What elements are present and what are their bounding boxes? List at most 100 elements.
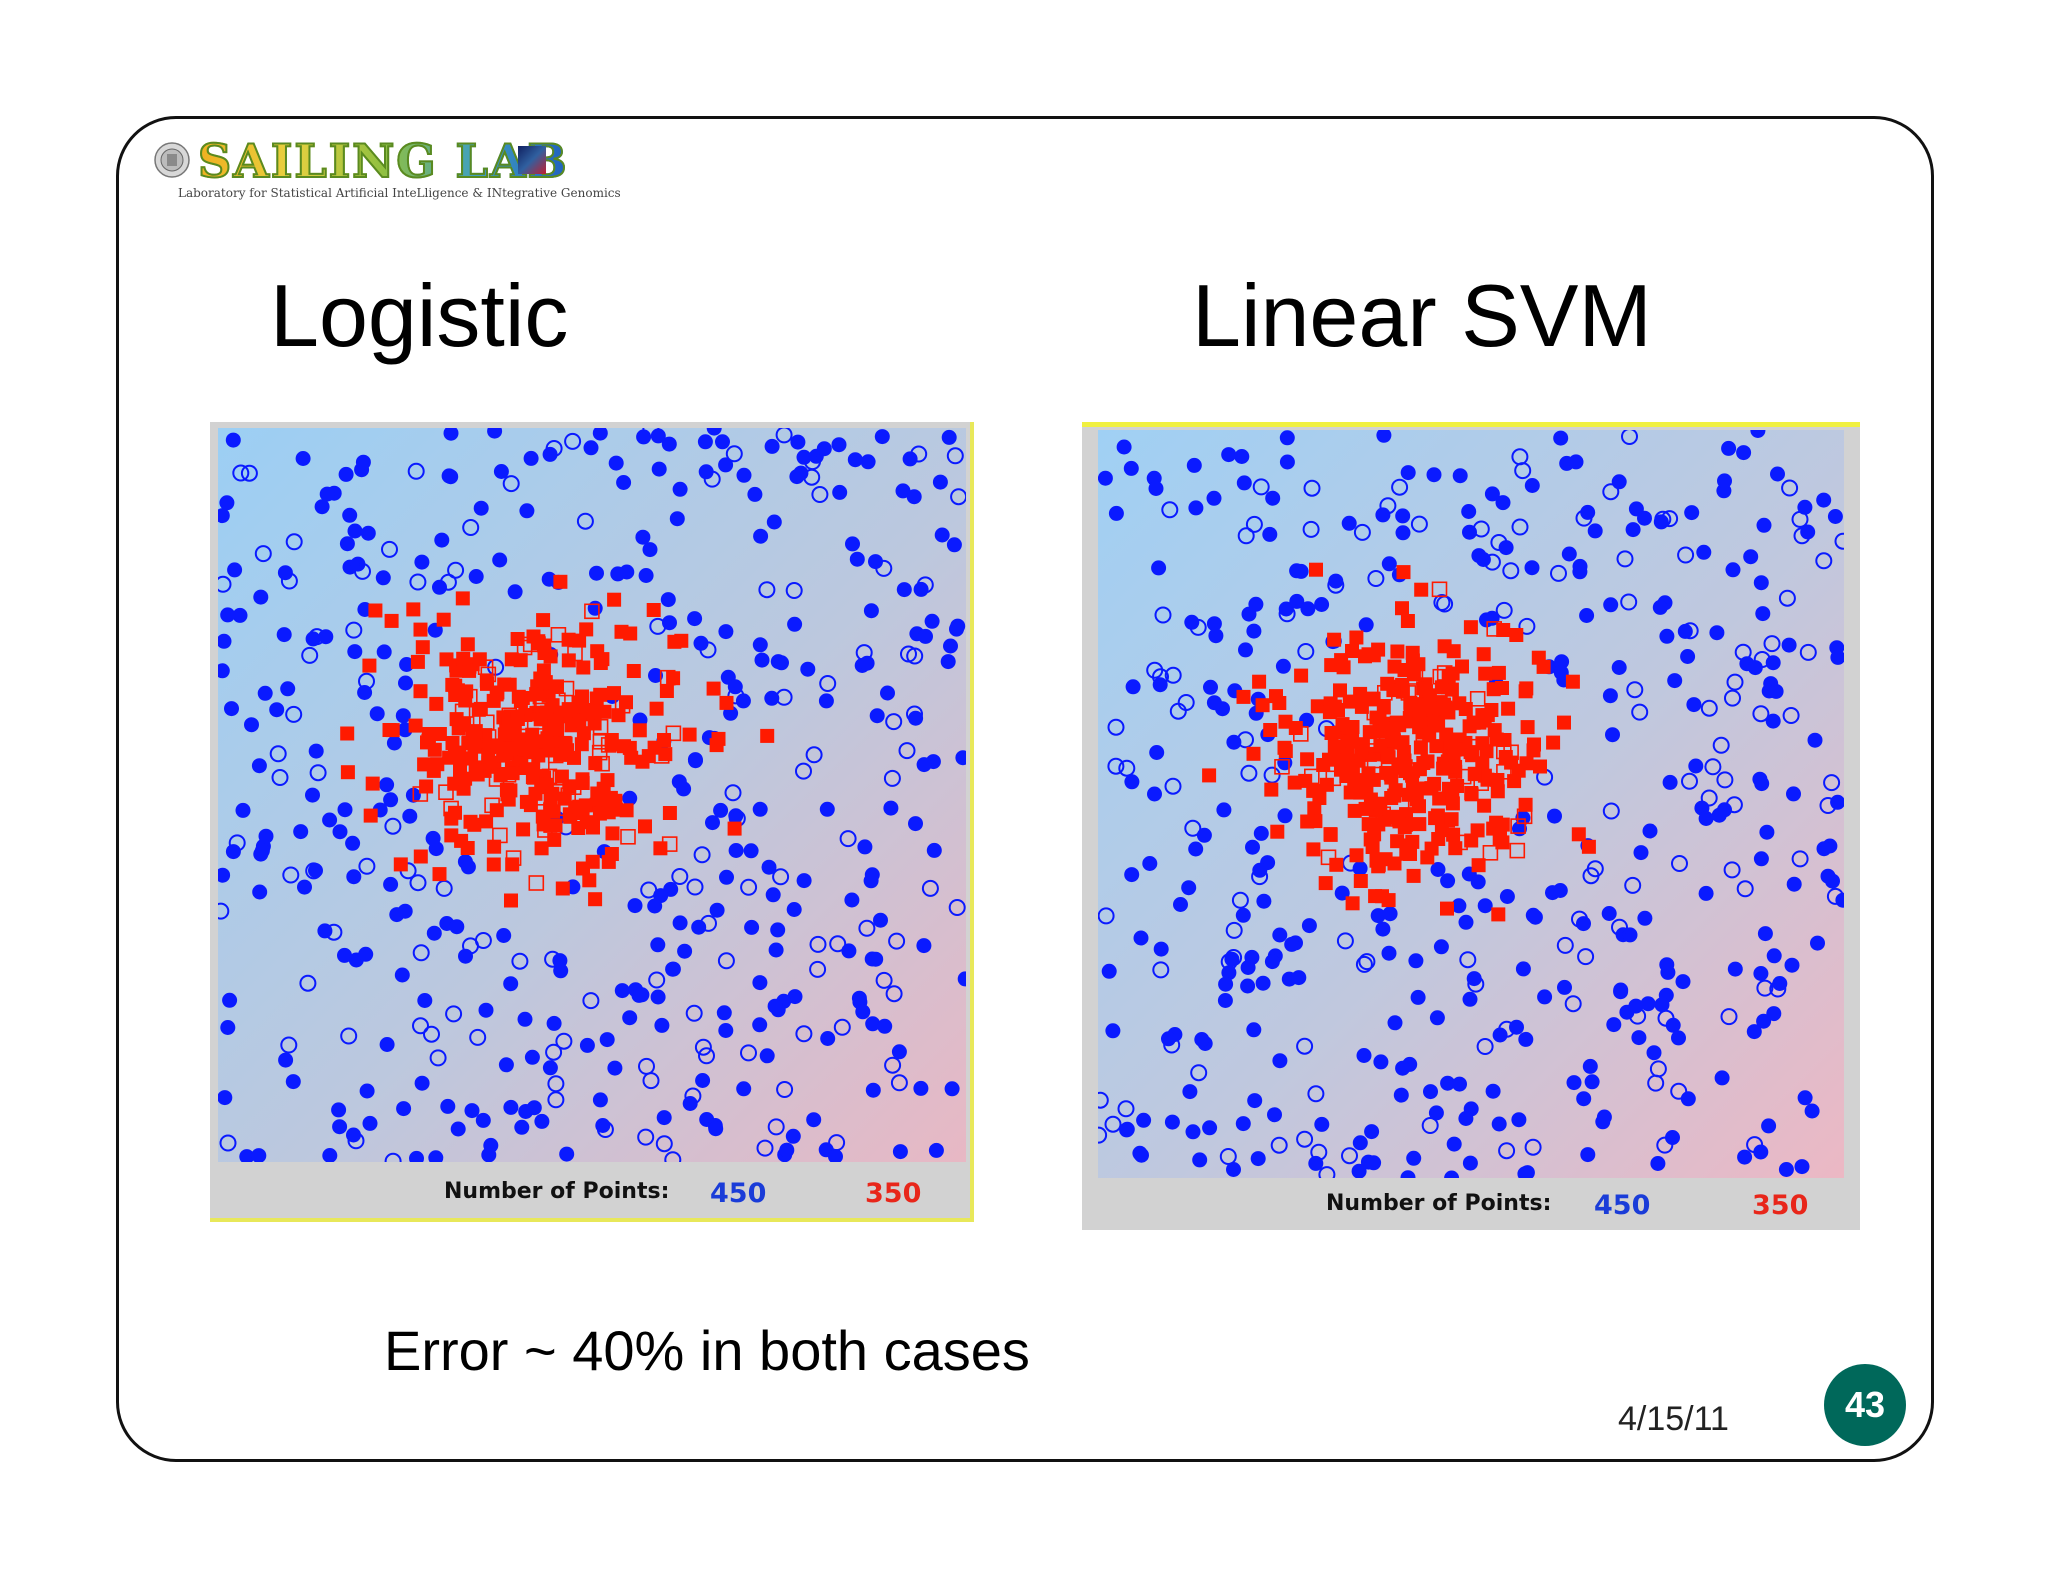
blue-circle-point	[941, 429, 957, 445]
red-square-point	[1264, 782, 1279, 797]
blue-circle-point	[1835, 892, 1844, 908]
blue-circle-point	[944, 1081, 960, 1097]
blue-circle-point	[650, 989, 666, 1005]
blue-circle-point	[507, 584, 523, 600]
red-square-point	[413, 684, 428, 699]
blue-circle-point	[1410, 989, 1426, 1005]
red-square-point	[1467, 766, 1482, 781]
blue-circle-point	[875, 971, 893, 989]
scatter-points	[1098, 430, 1844, 1178]
blue-circle-point	[805, 746, 823, 764]
red-square-point	[1434, 680, 1449, 695]
slide-date: 4/15/11	[1618, 1400, 1729, 1438]
blue-circle-point	[1752, 705, 1770, 723]
blue-circle-point	[1747, 660, 1763, 676]
blue-circle-point	[1184, 819, 1202, 837]
blue-circle-point	[440, 1098, 456, 1114]
blue-circle-point	[464, 1103, 480, 1119]
blue-circle-point	[496, 928, 512, 943]
blue-circle-point	[608, 455, 624, 471]
red-square-point	[464, 751, 479, 766]
blue-circle-point	[555, 1032, 573, 1050]
blue-circle-point	[596, 1121, 614, 1138]
red-square-point	[528, 875, 545, 891]
red-square-point	[529, 687, 544, 702]
blue-circle-point	[1515, 810, 1531, 826]
blue-circle-point	[691, 919, 707, 935]
blue-circle-point	[257, 685, 273, 701]
red-square-point	[574, 737, 589, 752]
blue-circle-point	[1190, 1064, 1208, 1082]
blue-circle-point	[1830, 649, 1844, 665]
blue-circle-point	[622, 1010, 638, 1026]
blue-circle-point	[1173, 897, 1188, 912]
blue-circle-point	[1117, 1100, 1135, 1118]
blue-circle-point	[523, 450, 539, 466]
logo-subtitle: Laboratory for Statistical Artificial In…	[178, 186, 621, 200]
blue-circle-point	[795, 1025, 813, 1043]
blue-circle-point	[358, 672, 375, 690]
blue-circle-point	[1753, 966, 1769, 981]
red-square-point	[1319, 777, 1334, 792]
red-square-point	[368, 603, 383, 618]
blue-circle-point	[1499, 889, 1515, 904]
blue-circle-point	[672, 915, 688, 931]
red-square-point	[536, 613, 551, 628]
red-square-point	[1464, 786, 1479, 800]
red-square-point	[546, 804, 560, 819]
red-square-point	[1379, 765, 1394, 780]
blue-circle-point	[1358, 617, 1374, 633]
red-square-point	[605, 826, 620, 841]
blue-circle-point	[1654, 997, 1670, 1013]
blue-circle-point	[688, 753, 703, 769]
red-square-point	[576, 660, 591, 675]
blue-circle-point	[1314, 597, 1330, 612]
blue-circle-point	[240, 464, 258, 482]
blue-circle-point	[1251, 868, 1269, 886]
red-square-point	[419, 779, 434, 794]
blue-circle-point	[1698, 811, 1714, 826]
blue-circle-point	[1429, 1010, 1445, 1026]
red-square-point	[657, 733, 671, 747]
blue-circle-point	[1164, 777, 1182, 795]
blue-circle-point	[908, 816, 923, 832]
blue-circle-point	[916, 576, 934, 594]
blue-circle-point	[1757, 926, 1773, 942]
red-square-point	[538, 675, 553, 690]
red-square-point	[1471, 858, 1486, 873]
blue-circle-point	[425, 830, 441, 846]
red-square-point	[1396, 565, 1411, 580]
blue-circle-point	[913, 581, 929, 597]
blue-circle-point	[724, 784, 742, 802]
blue-circle-point	[277, 565, 293, 581]
red-square-point	[1565, 674, 1580, 689]
blue-circle-point	[224, 701, 239, 717]
red-square-point	[1495, 835, 1510, 850]
blue-circle-point	[776, 1081, 794, 1098]
blue-circle-point	[743, 843, 759, 859]
red-square-point	[1430, 808, 1445, 823]
blue-circle-point	[1123, 460, 1139, 476]
blue-circle-point	[369, 706, 385, 722]
blue-circle-point	[280, 681, 296, 697]
red-square-point	[467, 817, 482, 832]
blue-circle-point	[1164, 1114, 1180, 1130]
blue-circle-point	[638, 1057, 655, 1075]
red-square-point	[641, 749, 656, 764]
blue-circle-point	[218, 902, 230, 920]
blue-circle-point	[251, 758, 267, 774]
blue-circle-point	[1393, 1087, 1409, 1103]
blue-circle-point	[1142, 856, 1158, 871]
blue-circle-point	[1151, 560, 1167, 576]
blue-circle-point	[649, 617, 667, 635]
blue-circle-point	[650, 428, 666, 444]
red-square-point	[1413, 740, 1428, 755]
blue-circle-point	[1188, 841, 1204, 857]
blue-circle-point	[1375, 507, 1391, 523]
red-square-point	[607, 686, 621, 701]
blue-circle-point	[514, 1119, 530, 1135]
red-square-point	[1371, 817, 1386, 832]
blue-circle-point	[1241, 606, 1257, 622]
blue-circle-point	[890, 1074, 908, 1092]
red-square-point	[1486, 682, 1501, 697]
